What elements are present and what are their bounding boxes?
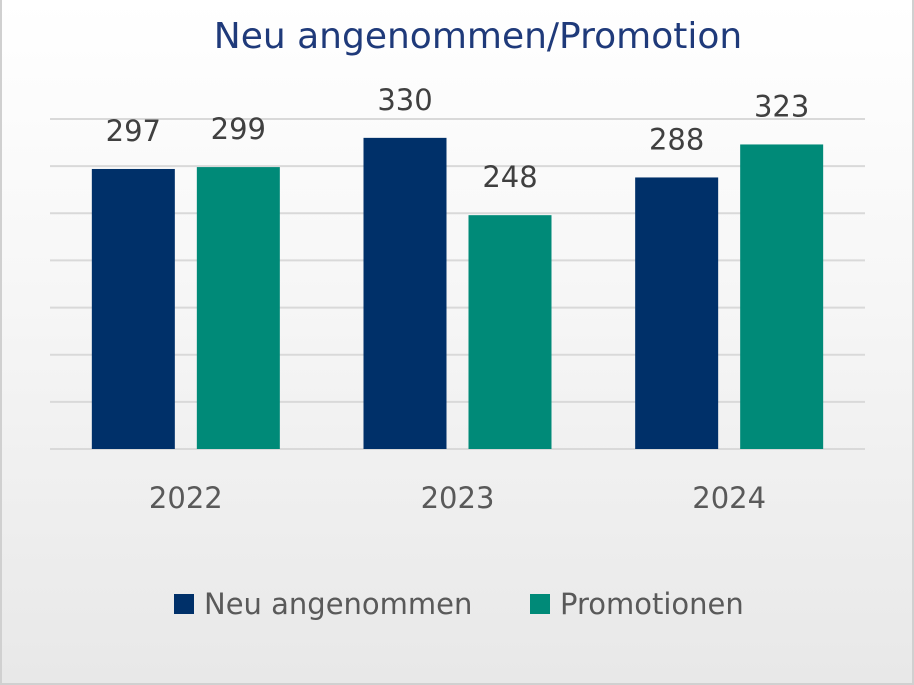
legend-label: Promotionen [560, 587, 744, 621]
x-tick-label: 2022 [149, 481, 223, 515]
bar-neu-angenommen-2022 [91, 168, 175, 449]
legend-swatch [530, 594, 550, 614]
x-tick-label: 2024 [692, 481, 766, 515]
data-label: 248 [482, 160, 537, 194]
x-tick-label: 2023 [421, 481, 495, 515]
bar-promotionen-2023 [468, 215, 552, 449]
data-label: 323 [754, 89, 809, 123]
legend-swatch [174, 594, 194, 614]
chart-title: Neu angenommen/Promotion [214, 16, 742, 57]
data-label: 330 [377, 83, 432, 117]
data-label: 288 [649, 122, 704, 156]
bar-neu-angenommen-2024 [635, 177, 719, 449]
legend-label: Neu angenommen [204, 587, 472, 621]
data-label: 299 [211, 112, 266, 146]
bar-promotionen-2024 [740, 144, 824, 449]
data-label: 297 [106, 114, 161, 148]
bar-promotionen-2022 [196, 167, 280, 450]
bar-neu-angenommen-2023 [363, 137, 447, 449]
